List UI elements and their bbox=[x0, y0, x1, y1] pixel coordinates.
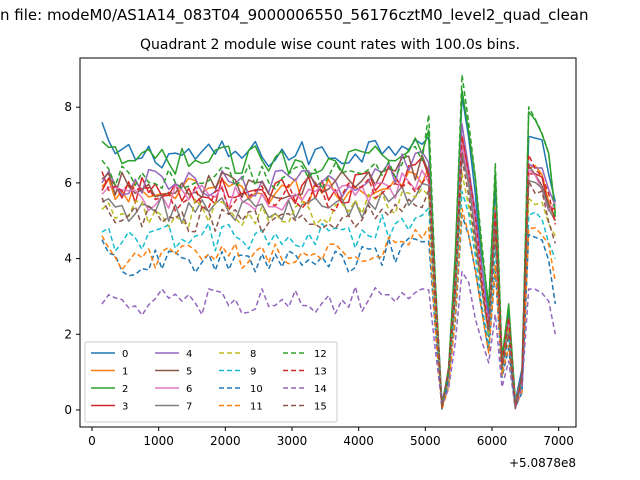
series-line-9 bbox=[101, 190, 556, 408]
series-line-8 bbox=[101, 172, 556, 409]
series-line-13 bbox=[101, 135, 557, 409]
y-axis-ticks: 0 2 4 6 8 bbox=[64, 100, 80, 417]
legend-label-8: 8 bbox=[250, 349, 256, 360]
legend-label-4: 4 bbox=[186, 349, 192, 360]
x-tick-label: 0 bbox=[88, 434, 96, 448]
y-tick-label: 4 bbox=[64, 252, 72, 266]
legend-label-10: 10 bbox=[250, 384, 263, 395]
legend-label-2: 2 bbox=[122, 384, 128, 395]
x-tick-label: 5000 bbox=[410, 434, 441, 448]
y-tick-label: 0 bbox=[64, 403, 72, 417]
x-tick-label: 3000 bbox=[277, 434, 308, 448]
legend-label-12: 12 bbox=[314, 349, 327, 360]
axes-frame bbox=[79, 57, 577, 428]
chart-suptitle: n file: modeM0/AS1A14_083T04_9000006550_… bbox=[0, 6, 589, 25]
legend-box bbox=[84, 341, 338, 423]
legend-label-5: 5 bbox=[186, 367, 192, 378]
x-tick-label: 7000 bbox=[543, 434, 574, 448]
series-line-11 bbox=[101, 207, 557, 410]
legend-label-13: 13 bbox=[314, 367, 327, 378]
series-line-4 bbox=[101, 123, 556, 407]
legend-label-1: 1 bbox=[122, 367, 128, 378]
y-tick-label: 8 bbox=[64, 100, 72, 114]
x-tick-label: 1000 bbox=[143, 434, 174, 448]
legend-label-9: 9 bbox=[250, 367, 256, 378]
x-tick-label: 2000 bbox=[210, 434, 241, 448]
legend-label-7: 7 bbox=[186, 402, 192, 413]
x-offset-label: +5.0878e8 bbox=[509, 456, 576, 470]
legend-label-11: 11 bbox=[250, 402, 263, 413]
x-tick-label: 6000 bbox=[477, 434, 508, 448]
x-axis-ticks: 0 1000 2000 3000 4000 5000 6000 7000 bbox=[88, 427, 574, 448]
legend-label-14: 14 bbox=[314, 384, 327, 395]
legend-label-6: 6 bbox=[186, 384, 192, 395]
legend-label-0: 0 bbox=[122, 349, 128, 360]
series-line-15 bbox=[101, 157, 557, 410]
chart-title: Quadrant 2 module wise count rates with … bbox=[140, 37, 520, 53]
y-tick-label: 2 bbox=[64, 327, 72, 341]
legend-label-15: 15 bbox=[314, 402, 327, 413]
y-tick-label: 6 bbox=[64, 176, 72, 190]
series-line-12 bbox=[101, 74, 557, 408]
x-tick-label: 4000 bbox=[343, 434, 374, 448]
series-group bbox=[101, 74, 557, 410]
legend-label-3: 3 bbox=[122, 402, 128, 413]
